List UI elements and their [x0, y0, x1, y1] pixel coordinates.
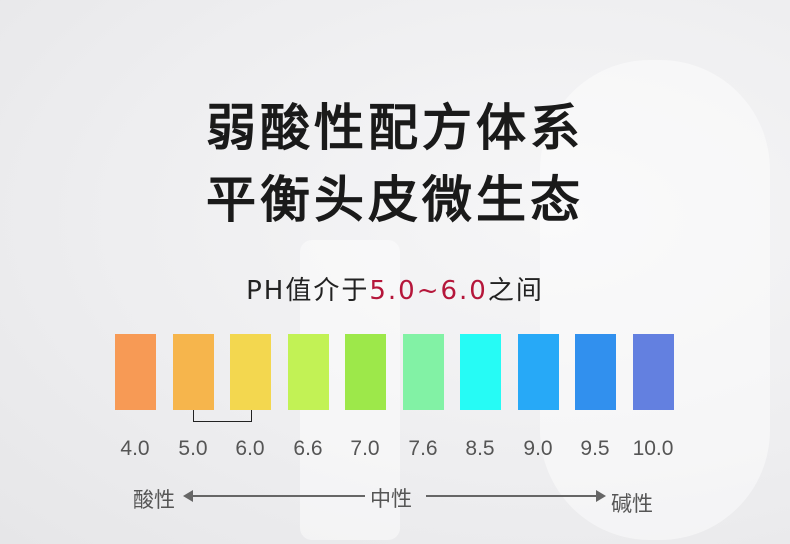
neutral-label: 中性 — [370, 487, 412, 511]
ph-value-label: 8.5 — [465, 437, 495, 460]
ph-value-label: 9.0 — [523, 437, 553, 460]
ph-value-label: 6.6 — [293, 437, 323, 460]
ph-color-swatch — [633, 334, 674, 410]
arrow-left-icon — [183, 490, 193, 502]
ph-color-swatch — [345, 334, 386, 410]
ph-color-swatch — [575, 334, 616, 410]
background-flask-decoration — [540, 60, 770, 540]
ph-color-swatch — [115, 334, 156, 410]
alkaline-label: 碱性 — [611, 492, 653, 516]
ph-value-label: 10.0 — [632, 437, 674, 460]
ph-value-label: 4.0 — [120, 437, 150, 460]
ph-color-swatch — [403, 334, 444, 410]
ph-value-label: 5.0 — [178, 437, 208, 460]
ph-color-swatch — [288, 334, 329, 410]
headline-line-2: 平衡头皮微生态 — [206, 171, 584, 229]
headline-line-1: 弱酸性配方体系 — [206, 99, 584, 157]
ph-color-swatch — [230, 334, 271, 410]
ph-value-label: 6.0 — [235, 437, 265, 460]
axis-line-left — [190, 495, 365, 497]
ph-value-label: 9.5 — [580, 437, 610, 460]
subtitle-range: 5.0~6.0 — [369, 276, 488, 306]
subtitle-prefix: PH值介于 — [246, 276, 370, 306]
range-bracket — [193, 410, 252, 422]
ph-color-swatch — [173, 334, 214, 410]
axis-line-right — [426, 495, 598, 497]
ph-color-swatch — [518, 334, 559, 410]
ph-subtitle: PH值介于5.0~6.0之间 — [0, 270, 790, 307]
acidic-label: 酸性 — [133, 488, 175, 512]
ph-color-swatch — [460, 334, 501, 410]
ph-value-label: 7.0 — [350, 437, 380, 460]
arrow-right-icon — [596, 490, 606, 502]
subtitle-suffix: 之间 — [487, 276, 544, 306]
ph-value-label: 7.6 — [408, 437, 438, 460]
